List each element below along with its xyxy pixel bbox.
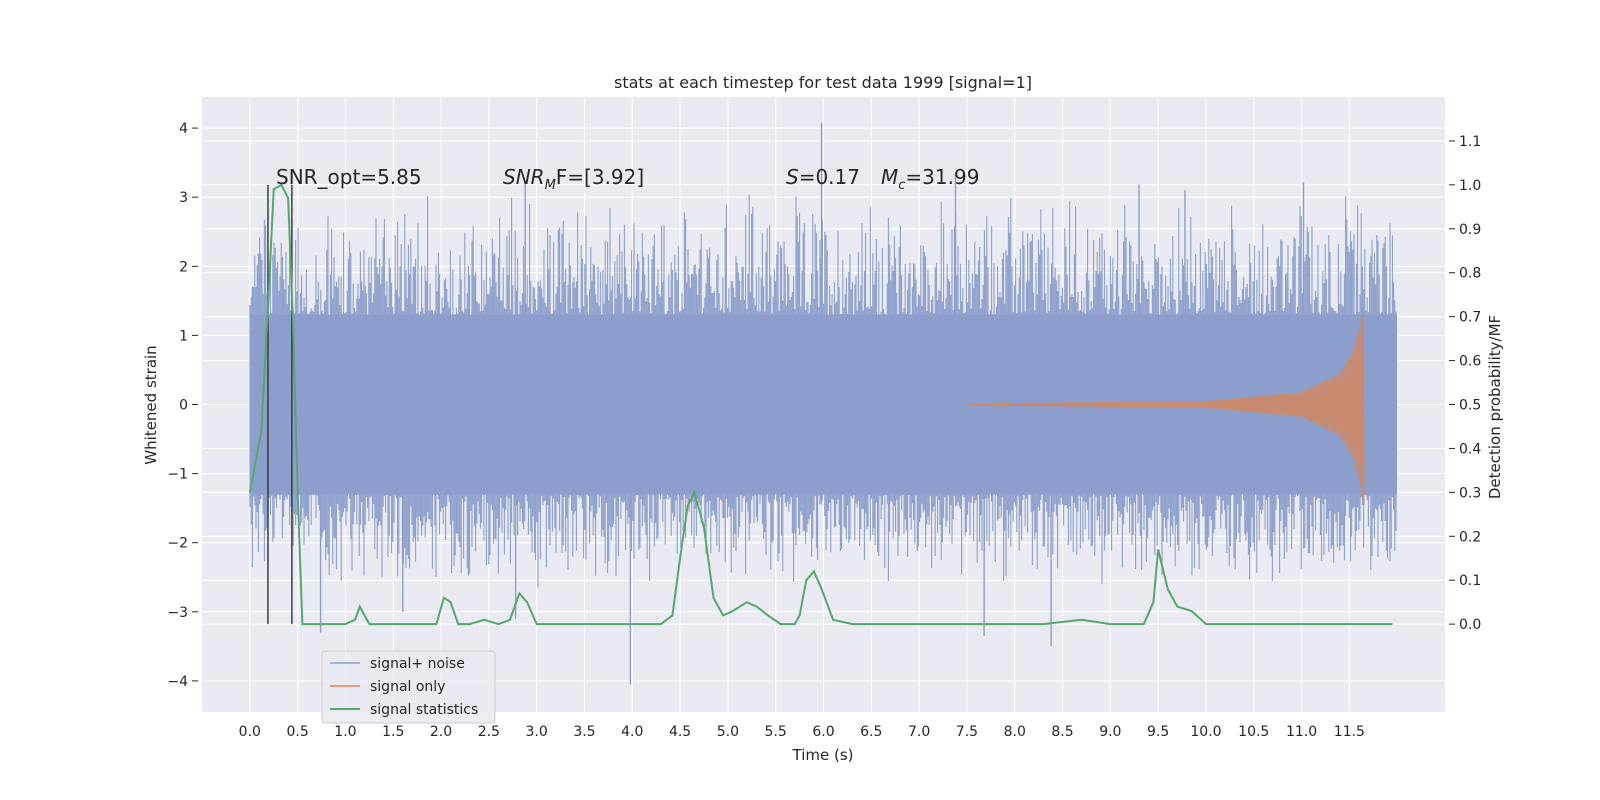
y-tick-label: 3 bbox=[179, 190, 188, 206]
x-tick-label: 7.0 bbox=[908, 724, 930, 740]
snr-mf-annotation: SNRMF=[3.92] bbox=[503, 165, 644, 193]
x-tick-label: 2.0 bbox=[430, 724, 452, 740]
x-tick-label: 9.0 bbox=[1099, 724, 1121, 740]
y2-tick-label: 0.3 bbox=[1459, 485, 1481, 501]
plot-area bbox=[248, 122, 1397, 685]
x-tick-label: 8.5 bbox=[1051, 724, 1073, 740]
y-tick-label: −3 bbox=[167, 605, 188, 621]
y2-tick-label: 0.6 bbox=[1459, 354, 1481, 370]
y-tick-label: 0 bbox=[179, 398, 188, 414]
x-tick-label: 0.0 bbox=[239, 724, 261, 740]
snr-mf-subscript: M bbox=[545, 178, 556, 193]
y2-tick-label: 0.5 bbox=[1459, 398, 1481, 414]
y2-tick-label: 1.0 bbox=[1459, 178, 1481, 194]
y-tick-label: 1 bbox=[179, 328, 188, 344]
signal-statistics-line bbox=[248, 183, 1393, 626]
s-value: =0.17 bbox=[799, 165, 860, 189]
x-tick-label: 2.5 bbox=[478, 724, 500, 740]
x-axis-label: Time (s) bbox=[792, 746, 854, 764]
x-tick-label: 5.0 bbox=[717, 724, 739, 740]
y-axis-right: 0.0 0.1 0.2 0.3 0.4 0.5 0.6 0.7 0.8 0.9 1.0 1.1 bbox=[1449, 134, 1481, 633]
vertical-markers bbox=[267, 184, 293, 625]
s-symbol: S bbox=[786, 165, 799, 189]
x-tick-label: 9.5 bbox=[1147, 724, 1169, 740]
signal-statistics-series bbox=[248, 183, 1393, 626]
y2-axis-label: Detection probability/MF bbox=[1486, 315, 1504, 499]
snr-mf-prefix: SNR bbox=[503, 165, 545, 189]
x-tick-label: 4.5 bbox=[669, 724, 691, 740]
legend-label-signal-noise: signal+ noise bbox=[370, 656, 465, 672]
x-tick-label: 1.5 bbox=[382, 724, 404, 740]
x-tick-label: 6.5 bbox=[860, 724, 882, 740]
y2-tick-label: 0.4 bbox=[1459, 441, 1481, 457]
x-tick-label: 10.5 bbox=[1238, 724, 1269, 740]
x-tick-label: 4.0 bbox=[621, 724, 643, 740]
s-annotation: S=0.17 bbox=[786, 165, 860, 189]
x-tick-label: 5.5 bbox=[765, 724, 787, 740]
chart-title: stats at each timestep for test data 199… bbox=[614, 73, 1032, 92]
x-tick-label: 3.0 bbox=[526, 724, 548, 740]
snr-opt-annotation: SNR_opt=5.85 bbox=[276, 165, 422, 189]
x-tick-label: 3.5 bbox=[573, 724, 595, 740]
signal-only-trace bbox=[966, 308, 1365, 505]
x-tick-label: 7.5 bbox=[956, 724, 978, 740]
y-tick-label: 4 bbox=[179, 121, 188, 137]
x-tick-label: 6.0 bbox=[812, 724, 834, 740]
legend-box bbox=[321, 650, 496, 724]
mc-annotation: Mc=31.99 bbox=[881, 165, 979, 193]
x-tick-label: 11.5 bbox=[1334, 724, 1365, 740]
y-tick-label: −1 bbox=[167, 467, 188, 483]
snr-mf-suffix: F=[3.92] bbox=[556, 165, 644, 189]
y2-tick-label: 1.1 bbox=[1459, 134, 1481, 150]
y-tick-label: 2 bbox=[179, 259, 188, 275]
y2-tick-label: 0.1 bbox=[1459, 573, 1481, 589]
y2-tick-label: 0.7 bbox=[1459, 310, 1481, 326]
y-tick-label: −2 bbox=[167, 536, 188, 552]
legend: signal+ noise signal only signal statist… bbox=[321, 650, 496, 724]
y2-tick-label: 0.2 bbox=[1459, 529, 1481, 545]
legend-label-signal-only: signal only bbox=[370, 679, 445, 695]
y-axis-left: −4 −3 −2 −1 0 1 2 3 4 bbox=[167, 121, 198, 690]
y2-tick-label: 0.9 bbox=[1459, 222, 1481, 238]
signal-only-series bbox=[966, 308, 1365, 505]
x-tick-label: 8.0 bbox=[1004, 724, 1026, 740]
mc-value: =31.99 bbox=[905, 165, 979, 189]
legend-label-signal-statistics: signal statistics bbox=[370, 702, 478, 718]
y-tick-label: −4 bbox=[167, 674, 188, 690]
x-tick-label: 10.0 bbox=[1190, 724, 1221, 740]
mc-subscript: c bbox=[898, 178, 905, 193]
y2-tick-label: 0.8 bbox=[1459, 266, 1481, 282]
x-tick-label: 0.5 bbox=[286, 724, 308, 740]
x-axis: 0.0 0.5 1.0 1.5 2.0 2.5 3.0 3.5 4.0 4.5 5.0 5.5 6.0 6… bbox=[239, 724, 1365, 740]
y-axis-label: Whitened strain bbox=[142, 345, 160, 464]
mc-symbol: M bbox=[881, 165, 898, 189]
x-tick-label: 1.0 bbox=[334, 724, 356, 740]
y2-tick-label: 0.0 bbox=[1459, 617, 1481, 633]
x-tick-label: 11.0 bbox=[1286, 724, 1317, 740]
